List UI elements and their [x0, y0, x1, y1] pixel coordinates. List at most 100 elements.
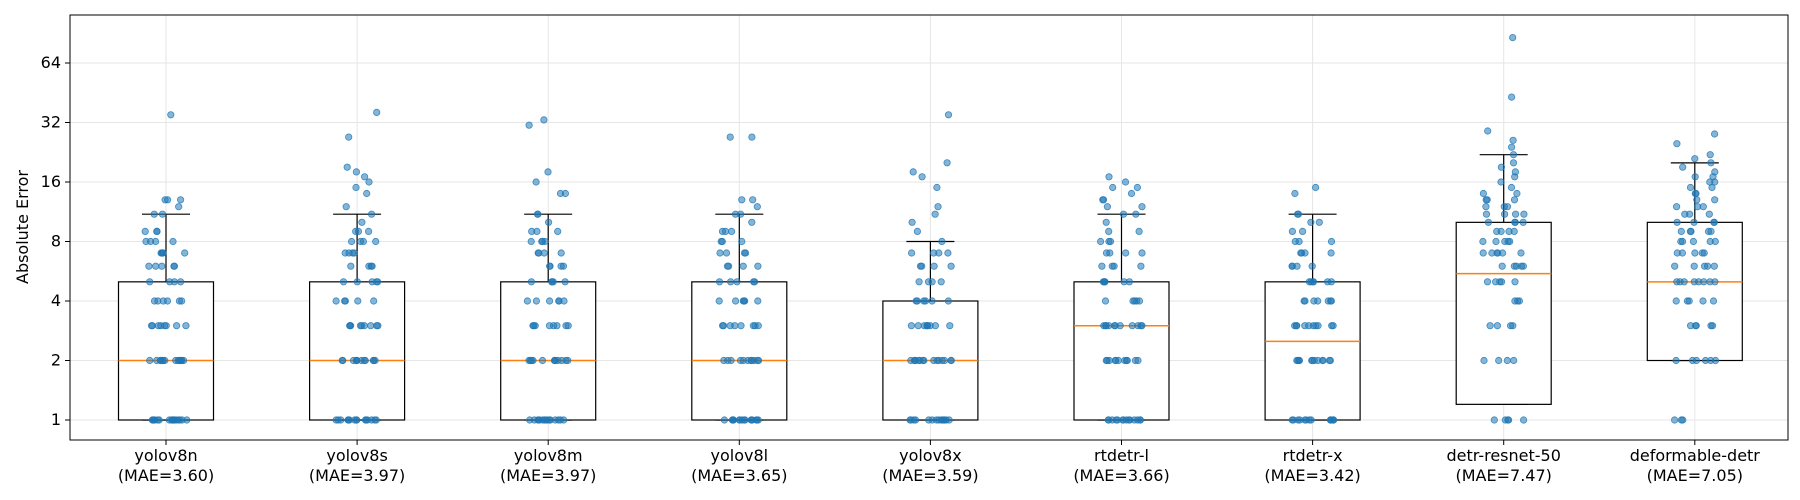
data-point	[352, 183, 360, 192]
data-point	[1678, 249, 1687, 257]
data-point	[534, 210, 542, 218]
data-point	[1288, 416, 1296, 424]
data-point	[731, 297, 740, 305]
data-point	[533, 227, 541, 235]
data-point	[930, 262, 938, 270]
category-name-label: yolov8x	[899, 446, 962, 465]
data-point	[1671, 416, 1679, 424]
data-point	[928, 416, 936, 424]
box	[1073, 281, 1170, 421]
data-point	[928, 297, 936, 305]
box	[691, 281, 788, 421]
data-point	[182, 322, 190, 330]
data-point	[1497, 178, 1505, 186]
category-mae-label: (MAE=3.65)	[691, 466, 787, 485]
data-point	[1503, 203, 1512, 211]
data-point	[150, 210, 158, 218]
data-point	[1310, 297, 1318, 305]
data-point	[1686, 183, 1695, 192]
data-point	[141, 227, 149, 235]
data-point	[1493, 322, 1502, 330]
data-point	[538, 356, 547, 365]
data-point	[348, 249, 357, 257]
data-point	[1291, 322, 1299, 330]
data-point	[726, 133, 734, 141]
category-name-label: yolov8s	[326, 446, 387, 465]
data-point	[738, 237, 746, 246]
data-point	[718, 237, 726, 246]
y-tick-label: 64	[41, 53, 61, 72]
data-point	[1294, 210, 1303, 218]
data-point	[1512, 210, 1520, 218]
box	[117, 281, 215, 421]
data-point	[527, 356, 536, 365]
data-point	[1673, 203, 1681, 211]
data-point	[1709, 297, 1718, 305]
category-mae-label: (MAE=7.47)	[1456, 466, 1552, 485]
data-point	[373, 322, 381, 330]
data-point	[720, 416, 729, 424]
data-point	[1707, 159, 1715, 167]
data-point	[1708, 322, 1717, 330]
category-name-label: yolov8n	[134, 446, 197, 465]
data-point	[544, 168, 552, 176]
data-point	[173, 322, 181, 330]
data-point	[1131, 356, 1140, 365]
data-point	[1138, 249, 1146, 257]
data-point	[1479, 249, 1487, 257]
data-point	[1109, 183, 1117, 192]
data-point	[1295, 237, 1303, 246]
data-point	[150, 416, 158, 424]
data-point	[551, 356, 560, 365]
data-point	[946, 322, 954, 330]
data-point	[1673, 140, 1681, 148]
data-point	[147, 237, 155, 246]
category-labels: yolov8n(MAE=3.60)yolov8s(MAE=3.97)yolov8…	[118, 440, 1760, 485]
data-point	[748, 218, 756, 226]
data-point	[1291, 189, 1299, 198]
data-point	[148, 322, 156, 330]
data-point	[1102, 218, 1110, 226]
data-point	[915, 278, 923, 286]
data-point	[1509, 322, 1517, 330]
data-point	[346, 322, 354, 330]
data-point	[1135, 227, 1143, 235]
data-point	[1691, 173, 1699, 181]
data-point	[913, 297, 921, 305]
data-point	[947, 356, 955, 365]
data-point	[343, 163, 351, 171]
data-point	[546, 262, 554, 270]
data-point	[1486, 322, 1494, 330]
data-point	[1677, 416, 1686, 424]
data-point	[1680, 278, 1688, 286]
data-point	[1688, 356, 1697, 365]
data-point	[164, 196, 172, 204]
category-name-label: rtdetr-l	[1094, 446, 1149, 465]
data-point	[175, 356, 183, 365]
data-point	[1099, 278, 1108, 286]
data-point	[1105, 356, 1113, 365]
data-point	[1711, 356, 1720, 365]
data-point	[1673, 278, 1681, 286]
data-point	[1501, 210, 1509, 218]
data-point	[340, 297, 349, 305]
data-point	[1692, 322, 1700, 330]
data-point	[1105, 173, 1113, 181]
data-point	[1480, 356, 1488, 365]
y-tick-label: 4	[51, 291, 61, 310]
data-point	[560, 297, 568, 305]
category-name-label: yolov8m	[514, 446, 583, 465]
data-point	[937, 278, 945, 286]
category-mae-label: (MAE=3.42)	[1264, 466, 1360, 485]
data-point	[525, 121, 533, 129]
data-point	[1705, 210, 1713, 218]
data-point	[159, 249, 167, 257]
data-point	[174, 416, 182, 424]
data-point	[1679, 163, 1687, 171]
category-name-label: deformable-detr	[1630, 446, 1761, 465]
data-point	[158, 262, 166, 270]
data-point	[1315, 218, 1323, 226]
data-point	[1327, 249, 1335, 257]
data-point	[1326, 416, 1335, 424]
